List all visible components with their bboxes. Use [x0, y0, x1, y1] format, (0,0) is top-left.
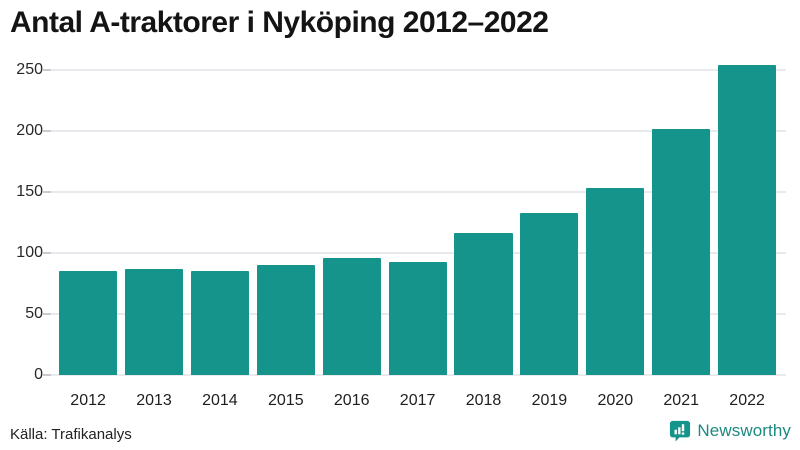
x-tick-label-2022: 2022 — [729, 392, 765, 409]
y-axis-tick-50 — [43, 313, 51, 315]
y-tick-label-50: 50 — [25, 305, 43, 322]
bar-2013 — [124, 268, 184, 375]
source-attribution: Källa: Trafikanalys — [10, 426, 132, 443]
x-tick-label-2014: 2014 — [202, 392, 238, 409]
bar-2016 — [322, 257, 381, 375]
gridline-150 — [51, 191, 786, 193]
y-tick-label-0: 0 — [34, 366, 43, 383]
bar-2015 — [256, 265, 315, 375]
x-tick-label-2021: 2021 — [663, 392, 699, 409]
brand-name: Newsworthy — [697, 421, 791, 440]
x-tick-label-2013: 2013 — [136, 392, 172, 409]
bar-2022 — [718, 65, 777, 375]
bar-2019 — [520, 212, 579, 375]
gridline-250 — [51, 69, 786, 71]
x-tick-label-2015: 2015 — [268, 392, 304, 409]
y-axis-tick-100 — [43, 252, 51, 254]
gridline-100 — [51, 252, 786, 254]
newsworthy-speech-bubble-barchart-icon — [669, 420, 691, 442]
y-axis-tick-150 — [43, 191, 51, 193]
x-tick-label-2019: 2019 — [531, 392, 568, 409]
gridline-200 — [51, 130, 786, 132]
bar-2021 — [652, 128, 711, 375]
plot-area: 0 50 100 150 200 250 2012 2013 2014 2015 2016 2017 2… — [16, 60, 786, 409]
y-axis-tick-200 — [43, 130, 51, 132]
bar-2014 — [190, 271, 249, 375]
chart-title: Antal A-traktorer i Nyköping 2012–2022 — [10, 6, 549, 39]
bar-2012 — [59, 271, 118, 375]
bar-2018 — [454, 233, 513, 375]
bar-2017 — [388, 261, 447, 375]
x-tick-label-2020: 2020 — [597, 392, 634, 409]
y-tick-label-150: 150 — [16, 183, 43, 200]
x-tick-label-2017: 2017 — [399, 392, 436, 409]
y-tick-label-250: 250 — [16, 61, 43, 78]
y-tick-label-200: 200 — [16, 122, 43, 139]
y-axis-tick-250 — [43, 69, 51, 71]
y-axis-tick-0 — [43, 374, 51, 376]
bar-2020 — [586, 188, 645, 375]
brand-lockup: Newsworthy — [669, 420, 791, 442]
gridline-0 — [51, 374, 786, 376]
x-tick-label-2016: 2016 — [333, 392, 370, 409]
y-tick-label-100: 100 — [16, 244, 43, 261]
x-tick-label-2012: 2012 — [70, 392, 106, 409]
x-tick-label-2018: 2018 — [465, 392, 502, 409]
